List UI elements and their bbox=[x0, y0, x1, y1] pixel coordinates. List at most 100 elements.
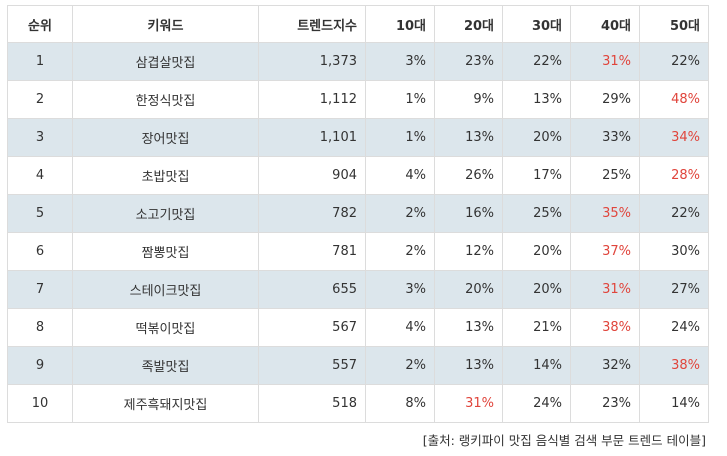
cell-trend-index: 518 bbox=[258, 384, 366, 423]
cell-age-50s: 22% bbox=[639, 194, 709, 233]
cell-keyword: 장어맛집 bbox=[72, 118, 259, 157]
cell-rank: 6 bbox=[7, 232, 73, 271]
cell-age-20s: 16% bbox=[434, 194, 503, 233]
cell-trend-index: 1,101 bbox=[258, 118, 366, 157]
cell-age-10s: 2% bbox=[365, 232, 435, 271]
cell-age-10s: 3% bbox=[365, 42, 435, 81]
cell-age-40s: 31% bbox=[570, 270, 640, 309]
cell-rank: 4 bbox=[7, 156, 73, 195]
cell-age-50s: 38% bbox=[639, 346, 709, 385]
cell-age-10s: 2% bbox=[365, 346, 435, 385]
cell-age-10s: 3% bbox=[365, 270, 435, 309]
cell-age-40s: 33% bbox=[570, 118, 640, 157]
cell-age-50s: 28% bbox=[639, 156, 709, 195]
cell-age-40s: 31% bbox=[570, 42, 640, 81]
cell-rank: 7 bbox=[7, 270, 73, 309]
cell-age-50s: 27% bbox=[639, 270, 709, 309]
cell-age-10s: 4% bbox=[365, 308, 435, 347]
cell-age-30s: 17% bbox=[502, 156, 571, 195]
cell-age-40s: 35% bbox=[570, 194, 640, 233]
cell-age-20s: 31% bbox=[434, 384, 503, 423]
cell-trend-index: 782 bbox=[258, 194, 366, 233]
table-body: 1 삼겹살맛집 1,373 3% 23% 22% 31% 22% 2 한정식맛집 1,112 1% 9%… bbox=[7, 42, 709, 423]
cell-trend-index: 567 bbox=[258, 308, 366, 347]
cell-age-40s: 29% bbox=[570, 80, 640, 119]
cell-age-40s: 32% bbox=[570, 346, 640, 385]
trend-table: 순위 키워드 트렌드지수 10대 20대 30대 40대 50대 1 삼겹살맛집 1… bbox=[7, 5, 709, 423]
cell-age-50s: 34% bbox=[639, 118, 709, 157]
cell-age-50s: 48% bbox=[639, 80, 709, 119]
cell-rank: 1 bbox=[7, 42, 73, 81]
table-row: 9 족발맛집 557 2% 13% 14% 32% 38% bbox=[7, 346, 709, 385]
header-rank: 순위 bbox=[7, 5, 73, 43]
header-trend-index: 트렌드지수 bbox=[258, 5, 366, 43]
cell-trend-index: 1,373 bbox=[258, 42, 366, 81]
table-row: 10 제주흑돼지맛집 518 8% 31% 24% 23% 14% bbox=[7, 384, 709, 423]
cell-age-50s: 14% bbox=[639, 384, 709, 423]
cell-age-10s: 4% bbox=[365, 156, 435, 195]
cell-age-20s: 13% bbox=[434, 346, 503, 385]
cell-age-10s: 1% bbox=[365, 80, 435, 119]
cell-age-50s: 22% bbox=[639, 42, 709, 81]
table-row: 6 짬뽕맛집 781 2% 12% 20% 37% 30% bbox=[7, 232, 709, 271]
cell-rank: 9 bbox=[7, 346, 73, 385]
cell-age-30s: 13% bbox=[502, 80, 571, 119]
cell-age-20s: 26% bbox=[434, 156, 503, 195]
cell-age-10s: 8% bbox=[365, 384, 435, 423]
cell-keyword: 초밥맛집 bbox=[72, 156, 259, 195]
cell-age-40s: 38% bbox=[570, 308, 640, 347]
cell-trend-index: 655 bbox=[258, 270, 366, 309]
cell-keyword: 스테이크맛집 bbox=[72, 270, 259, 309]
cell-age-20s: 20% bbox=[434, 270, 503, 309]
header-keyword: 키워드 bbox=[72, 5, 259, 43]
header-age-40s: 40대 bbox=[570, 5, 640, 43]
cell-age-20s: 13% bbox=[434, 118, 503, 157]
header-age-20s: 20대 bbox=[434, 5, 503, 43]
table-row: 4 초밥맛집 904 4% 26% 17% 25% 28% bbox=[7, 156, 709, 195]
cell-trend-index: 557 bbox=[258, 346, 366, 385]
table-row: 7 스테이크맛집 655 3% 20% 20% 31% 27% bbox=[7, 270, 709, 309]
table-row: 3 장어맛집 1,101 1% 13% 20% 33% 34% bbox=[7, 118, 709, 157]
cell-keyword: 제주흑돼지맛집 bbox=[72, 384, 259, 423]
table-row: 1 삼겹살맛집 1,373 3% 23% 22% 31% 22% bbox=[7, 42, 709, 81]
cell-age-30s: 24% bbox=[502, 384, 571, 423]
header-age-10s: 10대 bbox=[365, 5, 435, 43]
cell-age-30s: 20% bbox=[502, 118, 571, 157]
cell-keyword: 한정식맛집 bbox=[72, 80, 259, 119]
source-caption: [출처: 랭키파이 맛집 음식별 검색 부문 트렌드 테이블] bbox=[422, 433, 706, 448]
cell-keyword: 짬뽕맛집 bbox=[72, 232, 259, 271]
cell-age-10s: 1% bbox=[365, 118, 435, 157]
cell-age-20s: 12% bbox=[434, 232, 503, 271]
cell-age-30s: 14% bbox=[502, 346, 571, 385]
cell-age-40s: 23% bbox=[570, 384, 640, 423]
cell-age-40s: 37% bbox=[570, 232, 640, 271]
table-row: 2 한정식맛집 1,112 1% 9% 13% 29% 48% bbox=[7, 80, 709, 119]
cell-rank: 8 bbox=[7, 308, 73, 347]
cell-age-30s: 20% bbox=[502, 270, 571, 309]
cell-keyword: 족발맛집 bbox=[72, 346, 259, 385]
header-age-30s: 30대 bbox=[502, 5, 571, 43]
cell-age-30s: 25% bbox=[502, 194, 571, 233]
cell-rank: 3 bbox=[7, 118, 73, 157]
cell-age-20s: 9% bbox=[434, 80, 503, 119]
cell-age-50s: 30% bbox=[639, 232, 709, 271]
cell-trend-index: 1,112 bbox=[258, 80, 366, 119]
header-age-50s: 50대 bbox=[639, 5, 709, 43]
cell-rank: 2 bbox=[7, 80, 73, 119]
cell-age-10s: 2% bbox=[365, 194, 435, 233]
cell-rank: 10 bbox=[7, 384, 73, 423]
cell-rank: 5 bbox=[7, 194, 73, 233]
cell-trend-index: 781 bbox=[258, 232, 366, 271]
table-row: 5 소고기맛집 782 2% 16% 25% 35% 22% bbox=[7, 194, 709, 233]
table-header-row: 순위 키워드 트렌드지수 10대 20대 30대 40대 50대 bbox=[7, 5, 709, 43]
cell-age-50s: 24% bbox=[639, 308, 709, 347]
cell-age-30s: 22% bbox=[502, 42, 571, 81]
cell-age-30s: 20% bbox=[502, 232, 571, 271]
cell-keyword: 소고기맛집 bbox=[72, 194, 259, 233]
cell-trend-index: 904 bbox=[258, 156, 366, 195]
cell-keyword: 삼겹살맛집 bbox=[72, 42, 259, 81]
cell-age-20s: 13% bbox=[434, 308, 503, 347]
table-row: 8 떡볶이맛집 567 4% 13% 21% 38% 24% bbox=[7, 308, 709, 347]
cell-age-20s: 23% bbox=[434, 42, 503, 81]
